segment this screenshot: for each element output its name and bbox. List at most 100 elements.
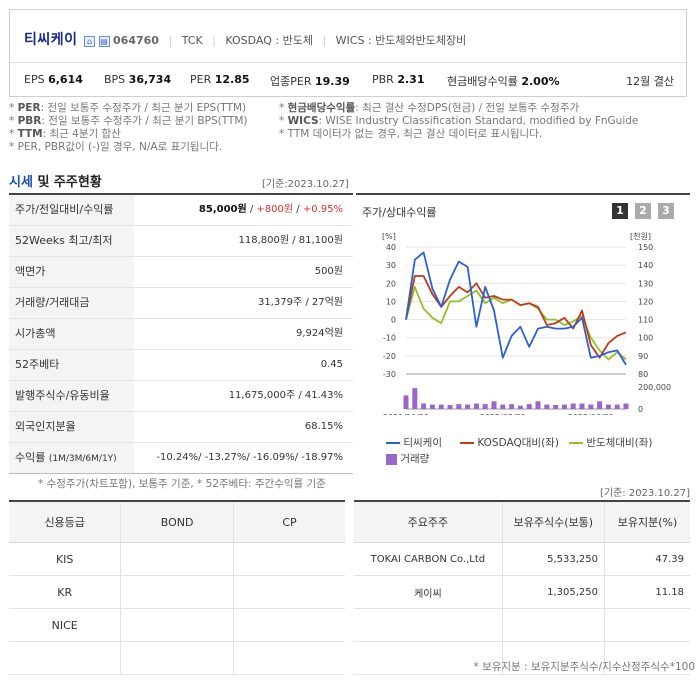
table-row: KIS	[9, 542, 345, 576]
note-wics: * WICS: WISE Industry Classification Sta…	[279, 115, 639, 127]
volume-bar	[412, 388, 418, 409]
left-tick-label: 20	[386, 279, 396, 288]
note-pbr: * PBR: 전일 보통주 수정주가 / 최근 분기 BPS(TTM)	[9, 115, 248, 127]
volume-bar	[482, 404, 488, 409]
volume-bar	[588, 404, 594, 409]
left-tick-label: 10	[386, 297, 396, 306]
chart-page-button-2[interactable]: 2	[635, 203, 651, 219]
right-tick-label: 150	[638, 243, 653, 252]
chart-page-button-1[interactable]: 1	[612, 203, 628, 219]
volume-bar	[517, 405, 523, 409]
report-icon[interactable]: ▤	[98, 36, 110, 47]
x-tick-label: 2023/06/30	[568, 413, 614, 415]
return-chart: [%] [천원] 40 150 30 140 20 130 10 120 0 110 -10 100 -20…	[382, 231, 671, 415]
volume-tick-label: 0	[638, 405, 643, 414]
note-ttm: * TTM: 최근 4분기 합산	[9, 128, 121, 140]
holders-header-name: 주요주주	[354, 502, 503, 543]
table-row: NICE	[9, 608, 345, 642]
volume-bar	[544, 404, 550, 409]
volume-bar	[561, 404, 567, 409]
legend-series-1: 티씨케이	[386, 435, 442, 450]
note-ttm-missing: * TTM 데이터가 없는 경우, 최근 결산 데이터로 표시됩니다.	[279, 128, 543, 140]
ratio-sector-per: 업종PER 19.39	[270, 75, 350, 88]
x-tick-label: 2021/10/29	[383, 413, 429, 415]
note-per: * PER: 전일 보통주 수정주가 / 최근 분기 EPS(TTM)	[9, 102, 247, 114]
credit-header-rating: 신용등급	[9, 502, 121, 543]
table-row: 거래량/거래대금 31,379주 / 27억원	[9, 288, 353, 319]
table-row: 52주베타 0.45	[9, 350, 353, 381]
credit-header-bond: BOND	[120, 502, 234, 543]
right-tick-label: 90	[638, 352, 648, 361]
volume-bar	[456, 404, 462, 409]
right-tick-label: 110	[638, 316, 653, 325]
chart-page-button-3[interactable]: 3	[658, 203, 674, 219]
holders-header-pct: 보유지분(%)	[604, 502, 690, 543]
credit-rating-table: 신용등급 BOND CP KIS KR NICE	[9, 502, 345, 675]
table-row	[354, 641, 690, 675]
series-line-2	[405, 275, 627, 359]
market-base-date: [기준:2023.10.27]	[262, 179, 349, 190]
legend-series-3: 반도체대비(좌)	[569, 435, 653, 450]
table-row: KR	[9, 575, 345, 609]
left-tick-label: -10	[383, 334, 396, 343]
market-section-title: 시세 및 주주현황	[9, 175, 102, 190]
market-footnote: * 수정주가(차트포함), 보통주 기준, * 52주베타: 주간수익률 기준	[38, 478, 326, 490]
ratio-dividend-yield: 현금배당수익률 2.00%	[447, 75, 560, 88]
chart-panel: 주가/상대수익률 1 2 3 [%] [천원] 40 150 30 140 20 130 10 1…	[356, 193, 690, 469]
right-tick-label: 140	[638, 261, 653, 270]
x-tick-label: 2022/08/31	[480, 413, 526, 415]
table-row: 케이씨 1,305,250 11.18	[354, 575, 690, 609]
major-shareholders-table: 주요주주 보유주식수(보통) 보유지분(%) TOKAI CARBON Co.,…	[354, 502, 690, 675]
table-row	[354, 608, 690, 642]
volume-bar	[421, 403, 427, 409]
company-title-line: 티씨케이 ⌂ ▤ 064760 | TCK | KOSDAQ : 반도체 | W…	[24, 32, 467, 48]
table-row	[9, 641, 345, 675]
volume-bar	[623, 403, 629, 409]
volume-bar	[509, 404, 515, 409]
right-axis-unit: [천원]	[630, 231, 651, 241]
volume-bar	[500, 404, 506, 409]
ticker: TCK	[181, 34, 203, 47]
left-tick-label: -30	[383, 370, 396, 379]
legend-series-2: KOSDAQ대비(좌)	[460, 435, 559, 450]
volume-bar	[438, 404, 444, 409]
volume-bar	[447, 405, 453, 409]
volume-tick-label: 200,000	[638, 383, 671, 392]
volume-bar	[526, 404, 532, 409]
legend-volume: 거래량	[386, 451, 429, 466]
volume-bar	[553, 405, 559, 409]
right-tick-label: 100	[638, 334, 653, 343]
series-line-1	[405, 251, 627, 366]
ratio-pbr: PBR 2.31	[372, 73, 425, 86]
holders-header-shares: 보유주식수(보통)	[501, 502, 605, 543]
chart-base-date: [기준: 2023.10.27]	[599, 488, 690, 499]
left-tick-label: 30	[386, 261, 396, 270]
left-tick-label: -20	[383, 352, 396, 361]
stock-code: 064760	[113, 34, 159, 47]
holders-footnote: * 보유지분 : 보유지분주식수/지수산정주식수*100	[473, 661, 695, 673]
ratio-bps: BPS 36,734	[104, 73, 172, 86]
ratio-per: PER 12.85	[190, 73, 250, 86]
volume-bar	[597, 401, 603, 409]
volume-bar	[429, 404, 435, 409]
volume-bar	[570, 403, 576, 409]
volume-bar	[491, 401, 497, 409]
volume-bar	[473, 403, 479, 409]
left-tick-label: 40	[386, 243, 396, 252]
home-icon[interactable]: ⌂	[84, 36, 96, 47]
volume-bar	[465, 404, 471, 409]
chart-title: 주가/상대수익률	[362, 206, 437, 219]
price-change-values: 85,000원 / +800원 / +0.95%	[198, 204, 343, 215]
note-dividend: * 현금배당수익률: 최근 결산 수정DPS(현금) / 전일 보통주 수정주가	[279, 102, 580, 114]
ratio-eps: EPS 6,614	[24, 73, 83, 86]
volume-bar	[605, 404, 611, 409]
notes-right: * 현금배당수익률: 최근 결산 수정DPS(현금) / 전일 보통주 수정주가…	[279, 102, 689, 141]
company-name: 티씨케이	[24, 32, 78, 48]
table-row: 액면가 500원	[9, 257, 353, 288]
table-row: 외국인지분율 68.15%	[9, 412, 353, 443]
credit-header-cp: CP	[232, 502, 345, 543]
wics-sector: WICS : 반도체와반도체장비	[335, 34, 467, 47]
right-tick-label: 80	[638, 370, 648, 379]
company-header: 티씨케이 ⌂ ▤ 064760 | TCK | KOSDAQ : 반도체 | W…	[9, 9, 687, 97]
table-row: 시가총액 9,924억원	[9, 319, 353, 350]
